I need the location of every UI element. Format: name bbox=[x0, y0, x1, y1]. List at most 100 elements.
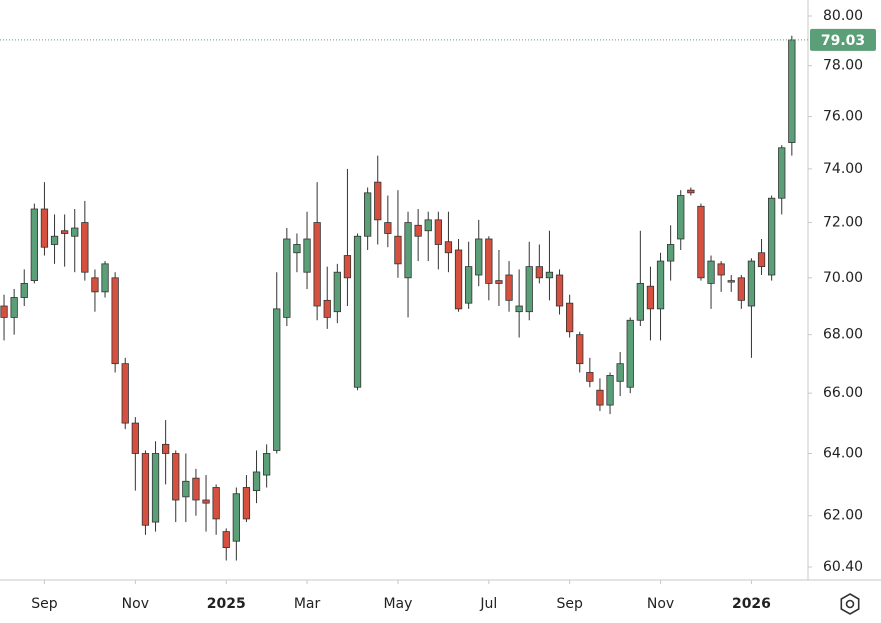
candle-body bbox=[162, 443, 170, 454]
candle-body bbox=[626, 319, 634, 388]
candle-body bbox=[283, 238, 291, 318]
candle-body bbox=[20, 283, 28, 298]
candle-body bbox=[485, 238, 493, 284]
candle-body bbox=[50, 235, 59, 245]
y-tick-label: 62.00 bbox=[823, 508, 863, 524]
candle-body bbox=[444, 241, 453, 254]
candle-body bbox=[757, 252, 766, 268]
candle-body bbox=[525, 266, 533, 313]
candle-body bbox=[101, 263, 109, 293]
candle-body bbox=[707, 260, 715, 284]
candle-body bbox=[303, 238, 311, 273]
candle-body bbox=[182, 480, 190, 498]
x-tick-label: Jul bbox=[479, 596, 497, 612]
candle-body bbox=[202, 499, 210, 504]
candle-body bbox=[232, 493, 240, 542]
y-tick-label: 80.00 bbox=[823, 8, 863, 24]
x-tick-label: Nov bbox=[647, 596, 674, 612]
y-tick-label: 64.00 bbox=[823, 445, 863, 461]
candle-body bbox=[454, 249, 463, 310]
candle-body bbox=[545, 271, 554, 279]
candle-body bbox=[616, 363, 624, 382]
candle-body bbox=[141, 453, 150, 526]
candle-body bbox=[505, 274, 513, 301]
candle-body bbox=[263, 453, 271, 476]
x-tick-label: Sep bbox=[556, 596, 583, 612]
y-tick-label: 70.00 bbox=[823, 270, 863, 286]
candle-body bbox=[768, 197, 776, 276]
candle-body bbox=[515, 305, 523, 313]
candle-body bbox=[656, 260, 665, 310]
candle-body bbox=[222, 531, 230, 549]
candle-body bbox=[61, 230, 69, 234]
candle-body bbox=[778, 147, 786, 199]
candle-body bbox=[111, 277, 119, 365]
candle-body bbox=[788, 39, 796, 143]
candle-body bbox=[293, 244, 301, 254]
candle-body bbox=[414, 224, 422, 237]
candle-body bbox=[0, 305, 8, 318]
candle-body bbox=[394, 235, 402, 265]
candle-body bbox=[192, 477, 200, 501]
candle-body bbox=[313, 222, 321, 307]
candle-body bbox=[40, 208, 49, 248]
y-tick-label: 72.00 bbox=[823, 215, 863, 231]
candle-body bbox=[323, 299, 331, 318]
y-tick-label: 60.40 bbox=[823, 559, 863, 575]
y-tick-label: 76.00 bbox=[823, 109, 863, 125]
candle-body bbox=[576, 334, 584, 365]
candle-body bbox=[343, 255, 352, 279]
candle-body bbox=[333, 271, 341, 313]
last-price-label: 79.03 bbox=[821, 33, 865, 49]
candle-body bbox=[374, 181, 382, 221]
candle-body bbox=[273, 308, 281, 451]
candle-body bbox=[677, 195, 685, 240]
candle-body bbox=[667, 244, 675, 262]
last-price-box bbox=[810, 28, 876, 51]
candle-body bbox=[596, 389, 604, 406]
settings-dot bbox=[845, 599, 855, 609]
candle-body bbox=[636, 283, 644, 321]
candle-body bbox=[71, 227, 79, 237]
candle-body bbox=[555, 274, 564, 307]
x-tick-label: Sep bbox=[31, 596, 58, 612]
settings-icon[interactable] bbox=[840, 593, 860, 615]
candle-body bbox=[172, 453, 180, 501]
candle-body bbox=[151, 453, 160, 523]
candle-body bbox=[10, 297, 18, 318]
candle-body bbox=[384, 222, 392, 234]
candle-body bbox=[717, 263, 725, 276]
candle-body bbox=[252, 471, 261, 492]
candle-body bbox=[465, 266, 473, 304]
candle-body bbox=[424, 219, 432, 232]
candle-body bbox=[606, 375, 614, 406]
y-tick-label: 74.00 bbox=[823, 161, 863, 177]
candle-body bbox=[121, 363, 129, 424]
candle-body bbox=[353, 235, 362, 388]
candle-body bbox=[586, 372, 594, 382]
candle-body bbox=[81, 222, 89, 273]
x-tick-label: Mar bbox=[294, 596, 321, 612]
candle-body bbox=[737, 277, 745, 301]
candle-body bbox=[747, 260, 756, 307]
x-tick-label: 2026 bbox=[732, 596, 771, 612]
x-tick-label: May bbox=[383, 596, 412, 612]
candle-body bbox=[566, 302, 574, 333]
candle-body bbox=[434, 219, 442, 245]
candle-body bbox=[495, 280, 503, 284]
candle-body bbox=[404, 222, 412, 279]
y-tick-label: 68.00 bbox=[823, 327, 863, 343]
candle-body bbox=[646, 285, 655, 310]
candle-body bbox=[535, 266, 543, 279]
candle-body bbox=[727, 280, 735, 283]
candle-body bbox=[131, 422, 139, 454]
candle-body bbox=[475, 238, 483, 276]
x-tick-label: 2025 bbox=[207, 596, 246, 612]
x-tick-label: Nov bbox=[122, 596, 149, 612]
candle-body bbox=[242, 487, 251, 520]
candle-body bbox=[91, 277, 99, 293]
y-tick-label: 66.00 bbox=[823, 385, 863, 401]
candle-body bbox=[697, 205, 705, 279]
settings-hexagon bbox=[840, 593, 860, 615]
